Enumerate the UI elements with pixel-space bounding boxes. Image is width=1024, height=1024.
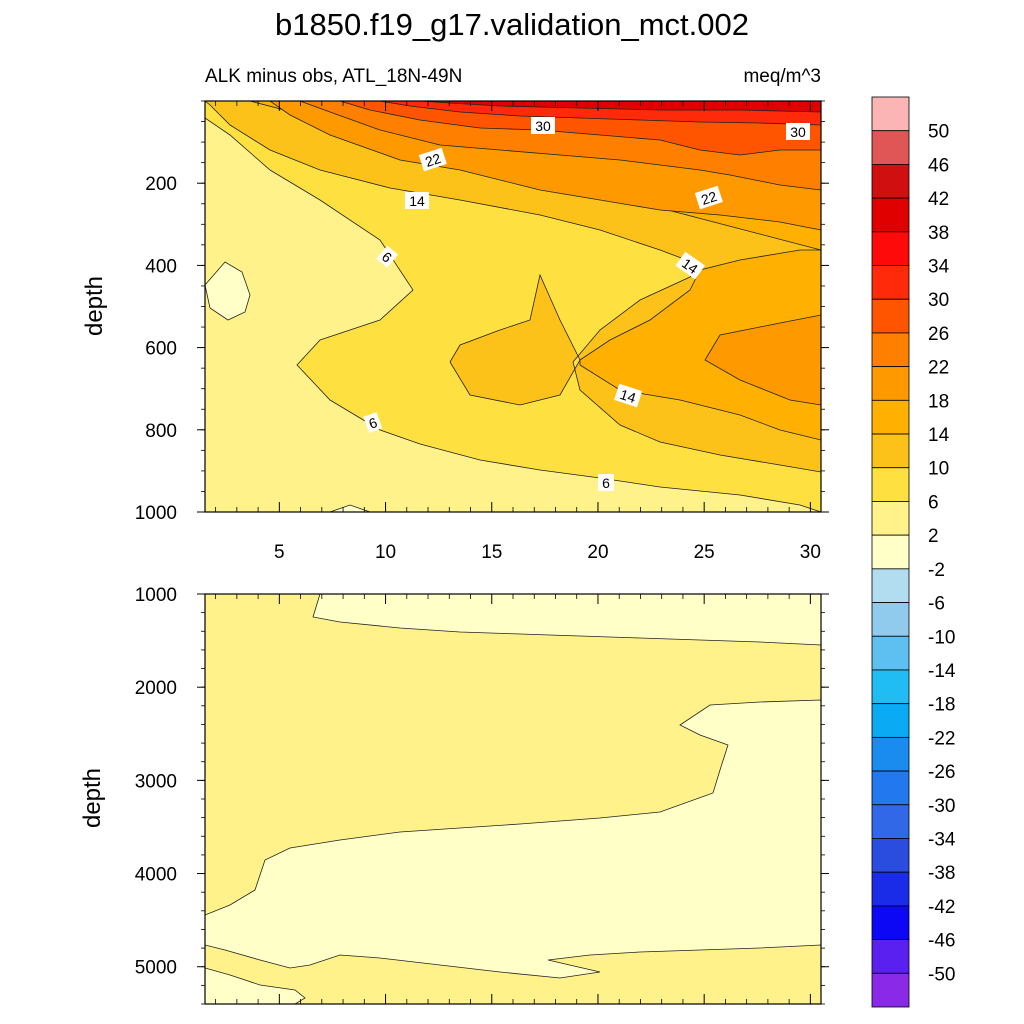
colorbar-swatch <box>871 972 910 1008</box>
upper-y-ticks: 200 400 600 800 1000 <box>135 100 829 524</box>
colorbar-label: -42 <box>928 897 955 918</box>
colorbar-swatch <box>871 905 910 940</box>
colorbar-label: 22 <box>928 358 949 379</box>
colorbar-swatch <box>871 164 910 199</box>
colorbar-swatch <box>871 467 910 502</box>
colorbar-label: -22 <box>928 728 955 749</box>
colorbar-swatch <box>871 332 910 368</box>
chart-subtitle-left: ALK minus obs, ATL_18N-49N <box>205 66 462 87</box>
colorbar-swatch <box>871 534 910 570</box>
upper-contour-labels: 30 30 22 22 14 14 14 6 6 6 <box>363 117 810 491</box>
colorbar-label: 18 <box>928 391 949 412</box>
colorbar-label: -34 <box>928 829 956 850</box>
colorbar-swatch <box>871 736 910 772</box>
colorbar-label: -30 <box>928 796 955 817</box>
lower-y-tick-label: 1000 <box>135 585 177 606</box>
colorbar-label: 10 <box>928 459 949 480</box>
lower-y-tick-label: 4000 <box>135 865 177 886</box>
colorbar-swatch <box>871 669 910 705</box>
colorbar-label: -2 <box>928 560 945 581</box>
colorbar-swatch <box>871 770 910 806</box>
colorbar-swatch <box>871 804 910 839</box>
upper-y-axis-label: depth <box>81 276 108 336</box>
chart-title: b1850.f19_g17.validation_mct.002 <box>275 7 749 42</box>
colorbar-swatch <box>871 939 910 974</box>
upper-y-tick-label: 1000 <box>135 503 177 524</box>
x-tick-label: 5 <box>274 542 285 563</box>
colorbar-swatch <box>871 366 910 401</box>
colorbar-swatch <box>871 635 910 671</box>
colorbar-swatch <box>871 568 910 603</box>
upper-y-tick-label: 600 <box>145 339 177 360</box>
colorbar-label: 6 <box>928 492 939 513</box>
colorbar-label: -6 <box>928 594 945 615</box>
colorbar-swatch <box>871 433 910 469</box>
x-tick-label: 25 <box>694 542 715 563</box>
colorbar-swatch <box>871 838 910 873</box>
chart-units: meq/m^3 <box>743 66 821 87</box>
colorbar-swatch <box>871 298 910 334</box>
contour-label: 30 <box>535 118 551 134</box>
colorbar-label: -46 <box>928 931 955 952</box>
colorbar-swatch <box>871 265 910 300</box>
colorbar-label: 30 <box>928 290 949 311</box>
colorbar-swatch <box>871 501 910 536</box>
contour-label: 22 <box>423 150 443 170</box>
lower-y-tick-label: 3000 <box>135 771 177 792</box>
colorbar-swatch <box>871 399 910 435</box>
colorbar-label: -10 <box>928 627 955 648</box>
upper-contour-panel <box>205 101 821 512</box>
colorbar-swatch <box>871 231 910 266</box>
colorbar-label: 50 <box>928 122 949 143</box>
colorbar-label: -18 <box>928 695 955 716</box>
x-ticks: 5 10 15 20 25 30 <box>215 101 821 1004</box>
x-tick-label: 10 <box>375 542 396 563</box>
contour-label: 30 <box>790 124 806 140</box>
colorbar-swatch <box>871 130 910 165</box>
colorbar-label: 34 <box>928 257 950 278</box>
lower-y-tick-label: 5000 <box>135 958 177 979</box>
colorbar-label: 42 <box>928 189 949 210</box>
colorbar-swatch <box>871 703 910 738</box>
contour-label: 6 <box>602 475 610 491</box>
lower-y-ticks: 1000 2000 3000 4000 5000 <box>135 585 829 1005</box>
colorbar: 50 46 42 38 34 30 26 22 18 14 10 6 2 -2 -6 -10 -14 -18 -22… <box>871 96 956 1008</box>
colorbar-swatch <box>871 96 910 132</box>
x-tick-label: 15 <box>481 542 502 563</box>
upper-y-tick-label: 400 <box>145 256 177 277</box>
contour-label: 22 <box>699 188 719 208</box>
colorbar-label: 14 <box>928 425 950 446</box>
lower-y-axis-label: depth <box>79 768 106 828</box>
colorbar-swatch <box>871 197 910 233</box>
contour-label: 14 <box>618 386 638 406</box>
colorbar-label: -38 <box>928 863 955 884</box>
lower-contour-panel <box>205 594 821 1004</box>
colorbar-swatch <box>871 602 910 637</box>
colorbar-label: 2 <box>928 526 939 547</box>
colorbar-label: 26 <box>928 324 949 345</box>
colorbar-swatch <box>871 871 910 907</box>
contour-label: 14 <box>409 193 425 209</box>
upper-y-tick-label: 800 <box>145 421 177 442</box>
colorbar-label: 46 <box>928 155 949 176</box>
colorbar-label: 38 <box>928 223 949 244</box>
colorbar-label: -26 <box>928 762 955 783</box>
x-tick-label: 20 <box>587 542 608 563</box>
x-tick-label: 30 <box>800 542 821 563</box>
colorbar-label: -50 <box>928 964 955 985</box>
colorbar-label: -14 <box>928 661 956 682</box>
upper-y-tick-label: 200 <box>145 174 177 195</box>
lower-y-tick-label: 2000 <box>135 678 177 699</box>
